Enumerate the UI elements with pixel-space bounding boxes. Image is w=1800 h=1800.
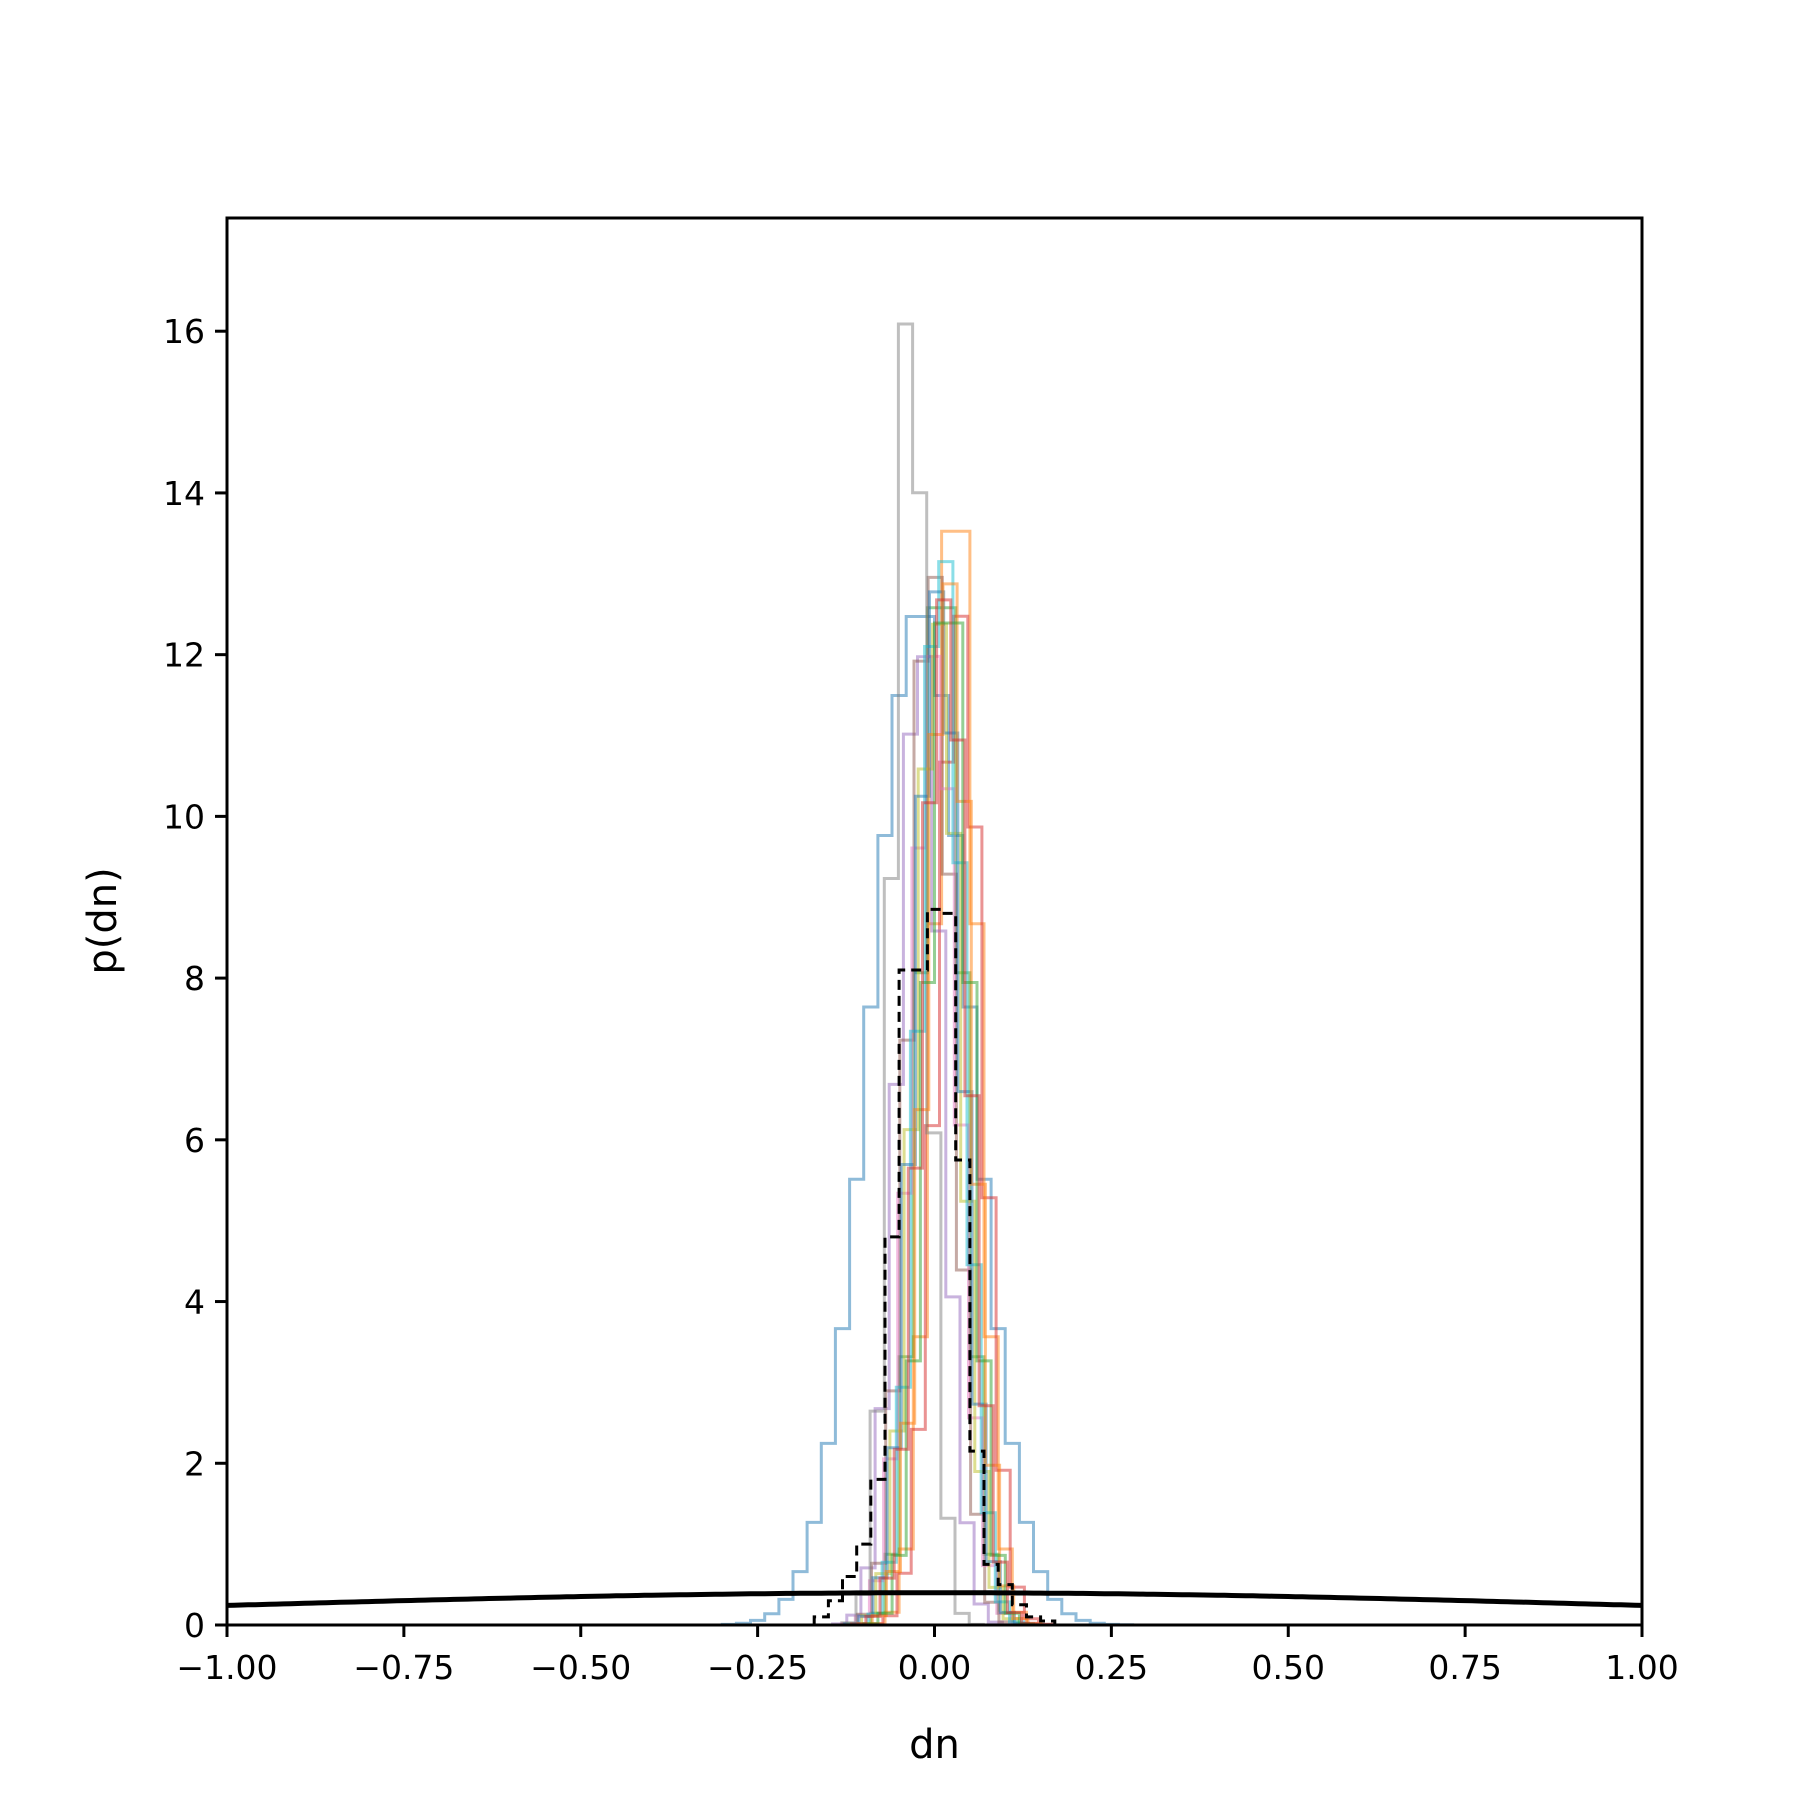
y-axis-label: p(dn)	[80, 867, 126, 974]
y-tick-label: 0	[184, 1606, 205, 1645]
x-tick-label: −0.25	[707, 1648, 808, 1687]
x-axis-ticks: −1.00 −0.75 −0.50 −0.25 0.00 0.25 0.50 0.75 1.00	[176, 1625, 1679, 1687]
x-axis-label: dn	[909, 1722, 960, 1768]
x-tick-label: 0.50	[1252, 1648, 1325, 1687]
y-tick-label: 4	[184, 1283, 205, 1322]
x-tick-label: −0.75	[353, 1648, 454, 1687]
combined-histogram-dashed	[812, 907, 1057, 1625]
x-tick-label: 0.00	[898, 1648, 971, 1687]
plot-area	[226, 322, 1643, 1627]
x-tick-label: −0.50	[530, 1648, 631, 1687]
y-tick-label: 8	[184, 959, 205, 998]
histogram-series-13	[862, 621, 1036, 1626]
prior-curve	[226, 1590, 1643, 1608]
y-tick-label: 16	[163, 312, 205, 351]
y-tick-label: 10	[163, 797, 205, 836]
y-tick-label: 14	[163, 474, 205, 513]
histogram-series-1	[720, 615, 1135, 1627]
y-axis-ticks: 0 2 4 6 8 10 12 14 16	[163, 312, 227, 1645]
x-tick-label: −1.00	[176, 1648, 277, 1687]
histogram-series-14	[850, 598, 1052, 1627]
y-tick-label: 6	[184, 1121, 205, 1160]
x-tick-label: 1.00	[1605, 1648, 1678, 1687]
x-tick-label: 0.75	[1428, 1648, 1501, 1687]
y-tick-label: 2	[184, 1444, 205, 1483]
y-tick-label: 12	[163, 636, 205, 675]
x-tick-label: 0.25	[1075, 1648, 1148, 1687]
